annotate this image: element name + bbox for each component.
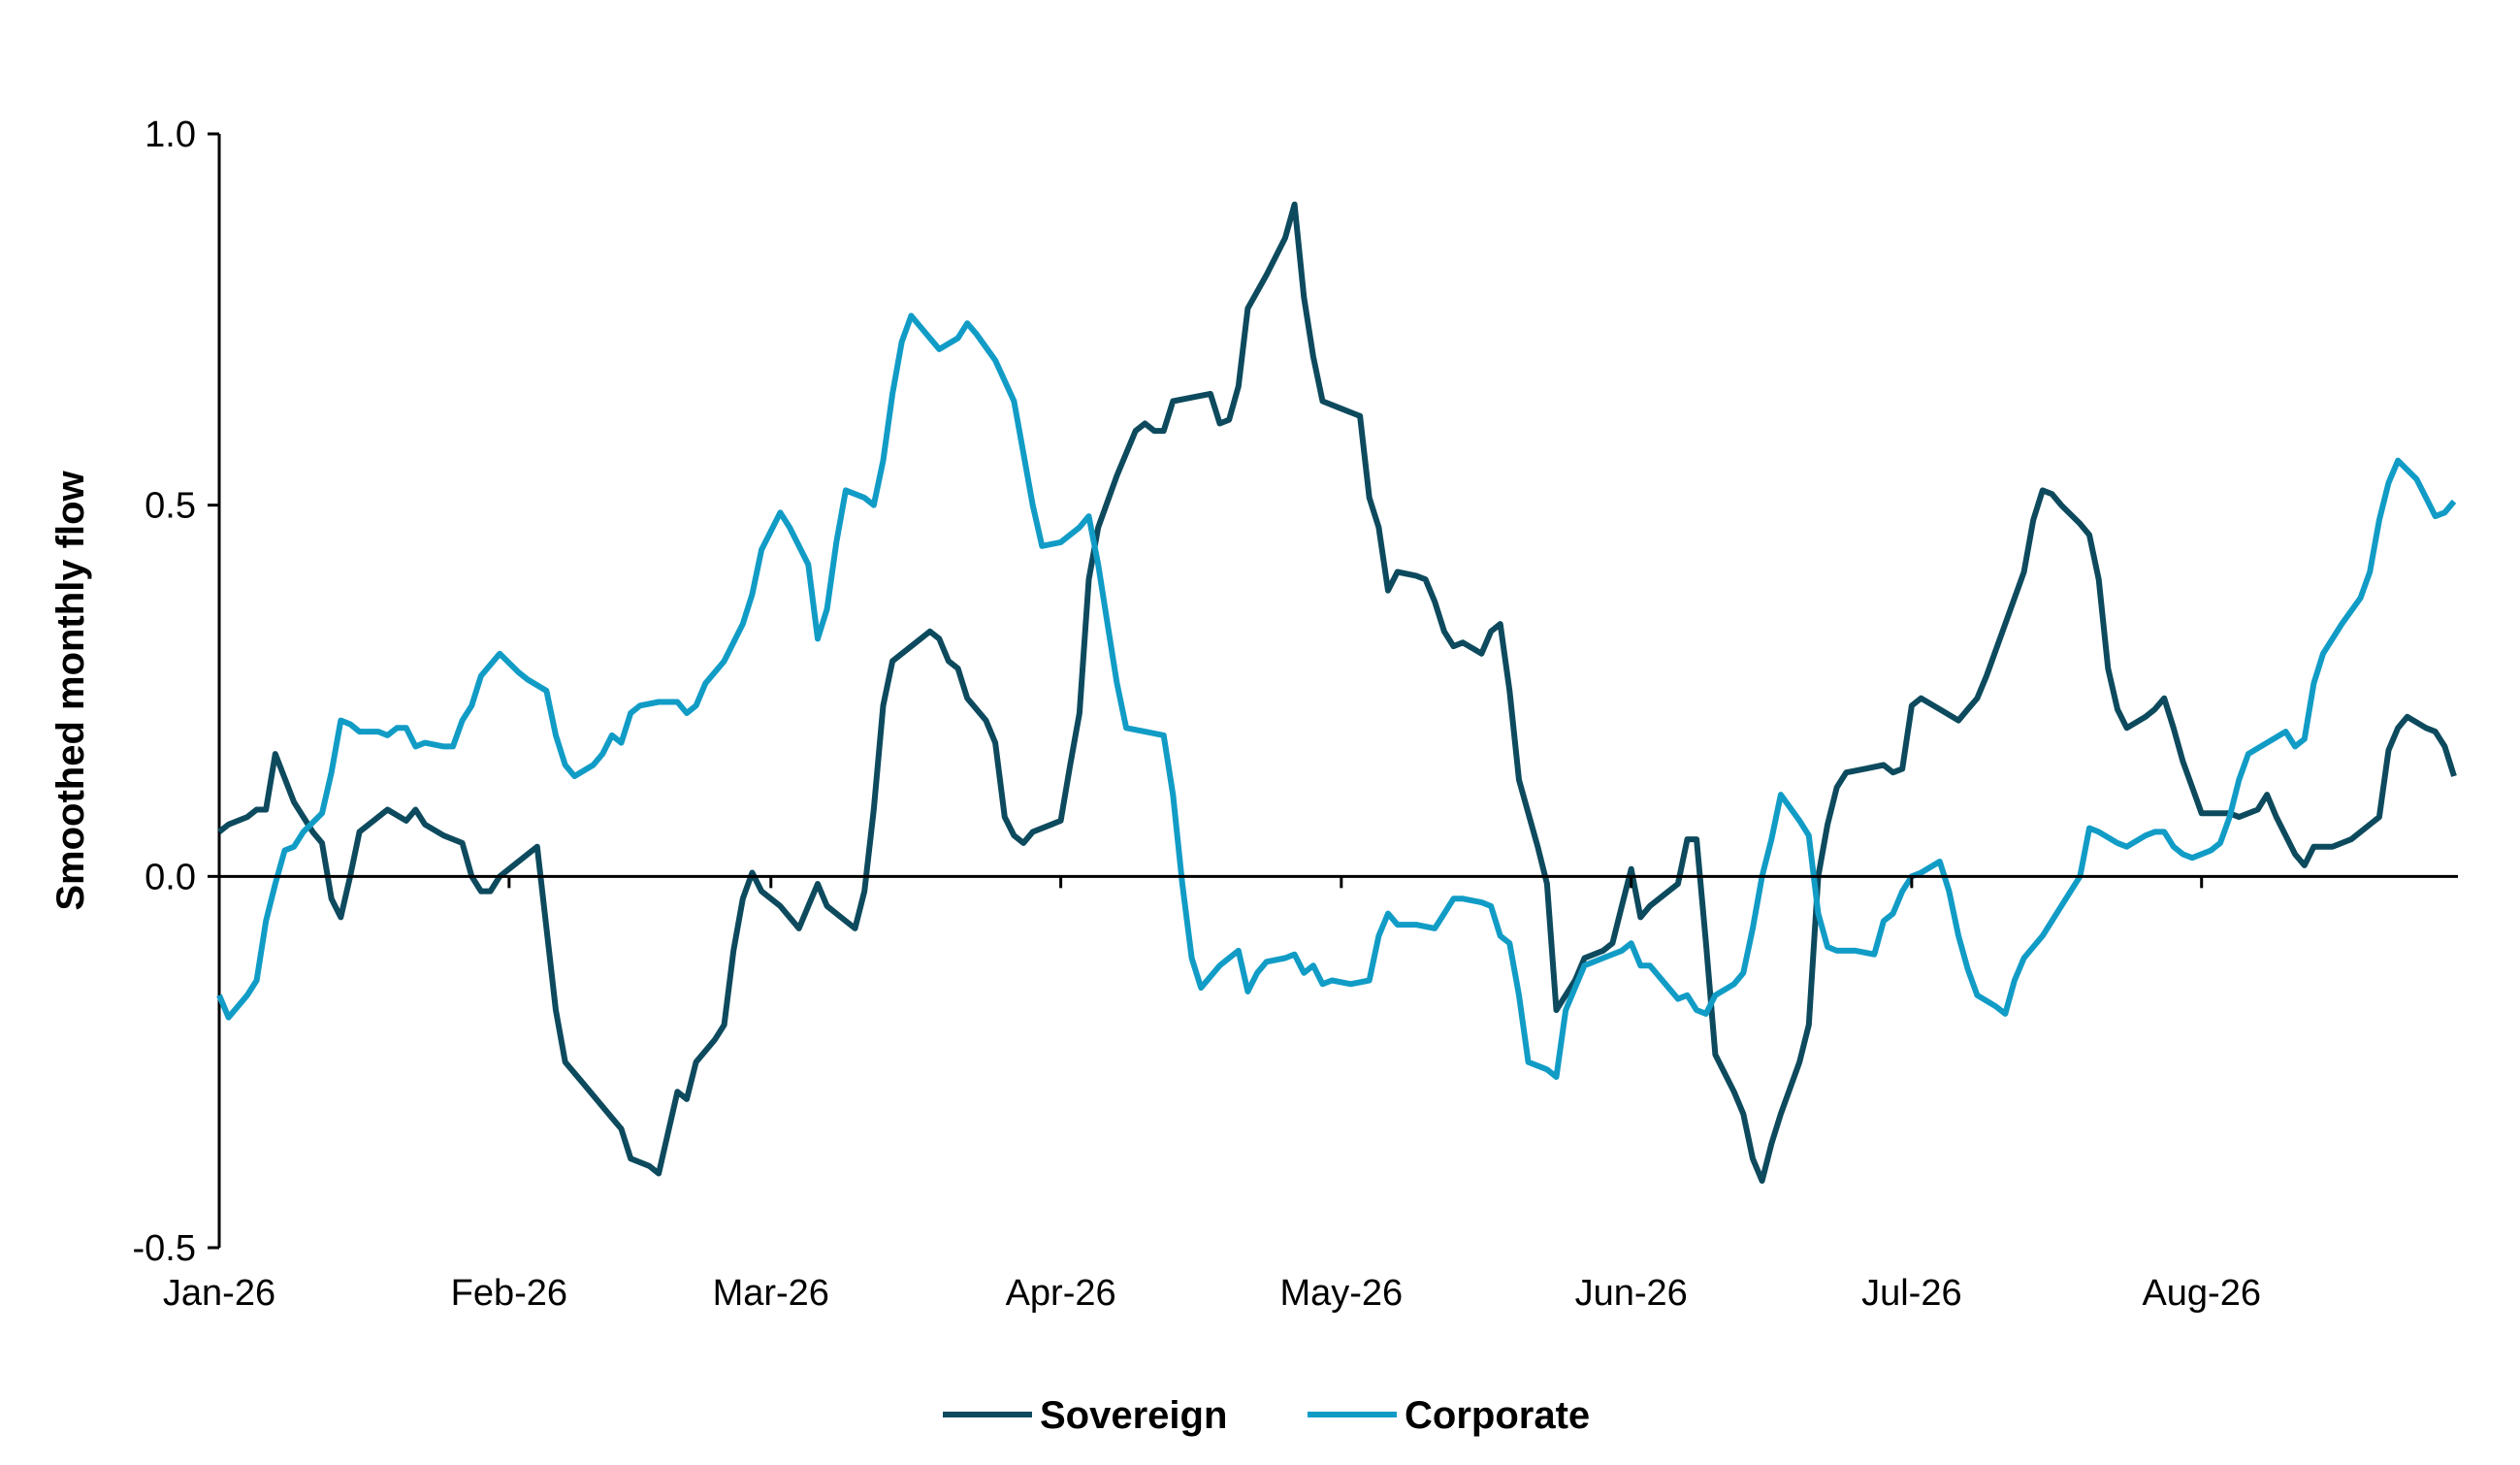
x-tick-label: Jun-26	[1575, 1273, 1688, 1314]
x-tick-label: Jan-26	[163, 1273, 275, 1314]
plot-area: 1.0 0.5 0.0 -0.5 Jan-26 Feb-26 Mar-26 Apr-26 Ma…	[133, 114, 2458, 1314]
x-tick-label: May-26	[1279, 1273, 1403, 1314]
legend: Sovereign Corporate	[943, 1394, 1590, 1437]
y-tick-label: 0.0	[145, 857, 196, 897]
legend-label-corporate: Corporate	[1405, 1394, 1590, 1437]
series-lines	[216, 201, 2457, 1185]
y-tick-label: -0.5	[133, 1228, 196, 1269]
y-tick-label: 0.5	[145, 486, 196, 527]
x-tick-label: Jul-26	[1861, 1273, 1962, 1314]
x-tick-label: Aug-26	[2142, 1273, 2261, 1314]
x-tick-label: Feb-26	[451, 1273, 567, 1314]
series-line-corporate	[216, 312, 2457, 1080]
series-line-sovereign	[217, 201, 2457, 1185]
y-axis-ticks: 1.0 0.5 0.0 -0.5	[133, 114, 219, 1269]
y-tick-label: 1.0	[145, 114, 196, 155]
y-axis-title: Smoothed monthly flow	[49, 470, 92, 910]
x-tick-label: Mar-26	[713, 1273, 829, 1314]
x-axis-ticks: Jan-26 Feb-26 Mar-26 Apr-26 May-26 Jun-26 Jul-…	[163, 876, 2261, 1314]
legend-label-sovereign: Sovereign	[1040, 1394, 1227, 1437]
x-tick-label: Apr-26	[1006, 1273, 1116, 1314]
